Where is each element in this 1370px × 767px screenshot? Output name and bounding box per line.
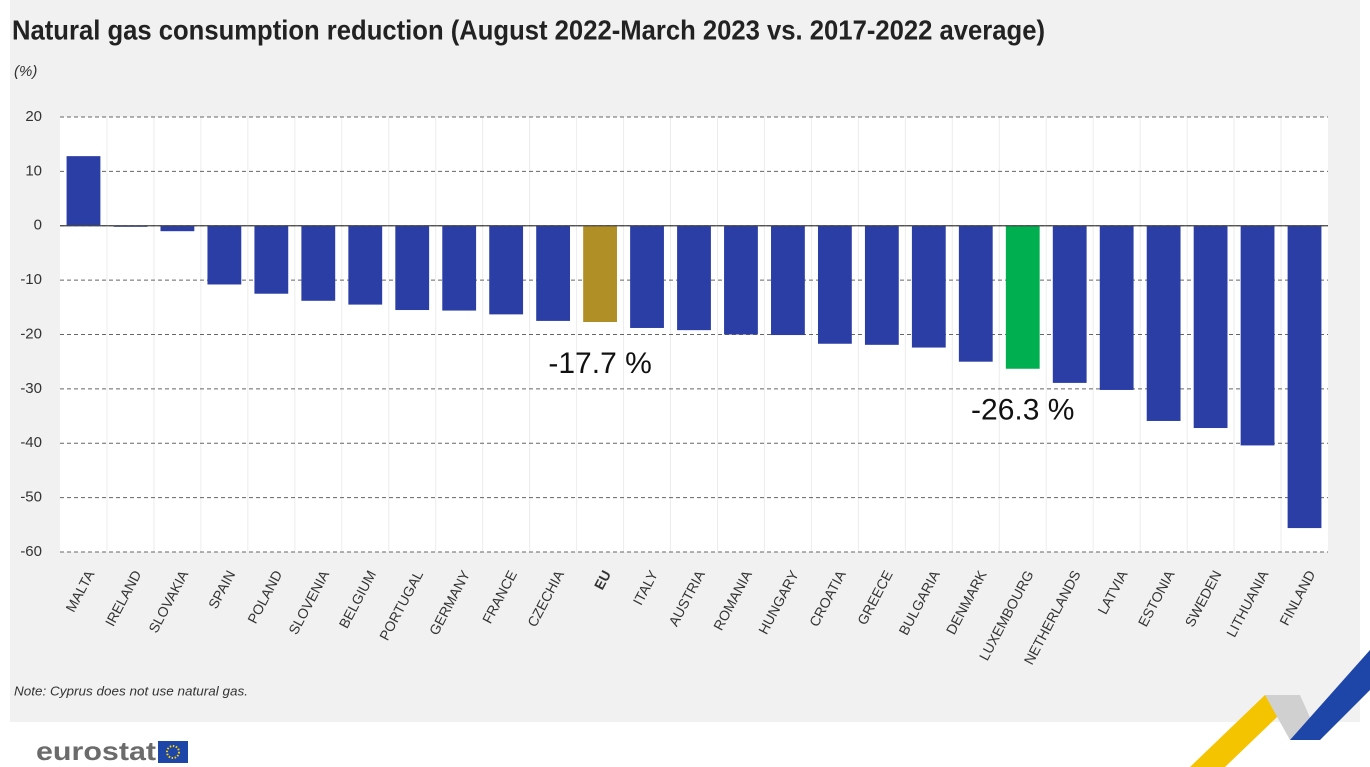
bar: [817, 225, 852, 344]
y-tick-label: -60: [20, 543, 42, 560]
y-tick-label: -30: [20, 380, 42, 397]
logo-text: eurostat: [36, 736, 156, 766]
y-tick-label: -50: [20, 489, 42, 506]
bar: [958, 225, 993, 362]
bar: [1287, 225, 1322, 529]
bar: [207, 225, 242, 285]
y-tick-label: -20: [20, 325, 42, 342]
logo-stars: [166, 745, 180, 759]
bar: [1099, 225, 1134, 390]
decoration: [1190, 695, 1300, 767]
bar: [348, 225, 383, 305]
y-tick-label: 10: [25, 162, 42, 179]
bar: [301, 225, 336, 301]
bar: [1052, 225, 1087, 383]
logo-flag: [158, 741, 188, 763]
bar: [771, 225, 805, 336]
bar: [160, 225, 195, 232]
bar: [1240, 225, 1275, 446]
bar: [442, 225, 477, 311]
bar: [911, 225, 946, 348]
note: Note: Cyprus does not use natural gas.: [14, 683, 248, 698]
chart-title: Natural gas consumption reduction (Augus…: [12, 14, 1045, 45]
bar: [1193, 225, 1228, 429]
bar: [395, 225, 430, 311]
value-label: -17.7 %: [548, 347, 651, 380]
y-tick-label: 0: [34, 217, 42, 234]
decoration: [1290, 650, 1370, 740]
bar: [536, 225, 571, 321]
bar: [254, 225, 289, 294]
bar: [1146, 225, 1181, 421]
bar: [630, 225, 664, 328]
y-tick-label: 20: [25, 108, 42, 125]
subtitle: (%): [14, 63, 37, 80]
bar: [864, 225, 899, 345]
bar: [1005, 225, 1040, 369]
bar: [489, 225, 524, 315]
value-label: -26.3 %: [971, 394, 1074, 427]
y-tick-label: -40: [20, 434, 42, 451]
bar: [583, 225, 617, 322]
bar: [66, 156, 101, 226]
y-tick-label: -10: [20, 271, 42, 288]
bar: [677, 225, 711, 331]
bar: [724, 225, 758, 335]
